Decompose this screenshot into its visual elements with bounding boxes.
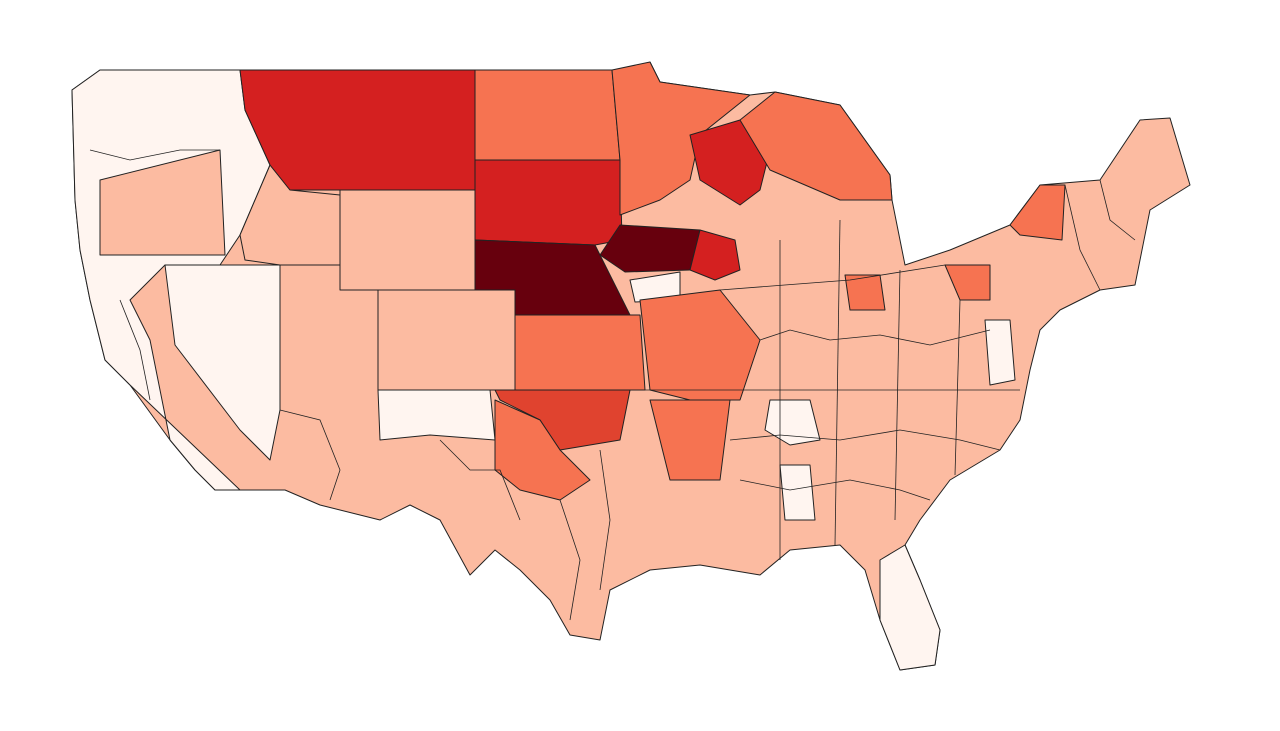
region-south-dakota [474, 159, 623, 246]
district-line [719, 264, 946, 291]
district-line [834, 219, 841, 546]
district-line [954, 299, 961, 476]
region-iowa-east [689, 229, 741, 281]
district-line [1064, 184, 1101, 291]
region-new-york-west [1009, 184, 1066, 241]
district-line [559, 499, 581, 621]
region-georgia [779, 464, 816, 521]
region-wyoming [339, 189, 476, 291]
district-line [599, 449, 611, 591]
district-line [279, 409, 341, 501]
region-oregon [99, 149, 226, 256]
region-texas-north [494, 399, 591, 501]
region-colorado [377, 289, 516, 391]
region-new-mexico [377, 389, 496, 441]
district-line [739, 479, 931, 501]
district-line [759, 329, 991, 346]
region-pennsylvania [944, 264, 991, 301]
region-north-dakota [474, 69, 621, 161]
district-line [1099, 179, 1136, 241]
district-line [894, 269, 901, 521]
region-iowa-west [599, 224, 701, 273]
region-kansas [514, 314, 646, 391]
region-ohio-west [844, 274, 886, 311]
region-florida [879, 544, 941, 671]
district-lines [89, 149, 1136, 621]
district-line [729, 429, 1001, 451]
district-line [439, 439, 521, 521]
region-new-jersey [984, 319, 1016, 386]
region-arkansas [649, 399, 731, 481]
region-appalachia [764, 399, 821, 446]
region-montana [239, 69, 476, 191]
district-line [119, 299, 151, 401]
district-line [89, 149, 220, 161]
region-michigan-north [739, 91, 893, 201]
